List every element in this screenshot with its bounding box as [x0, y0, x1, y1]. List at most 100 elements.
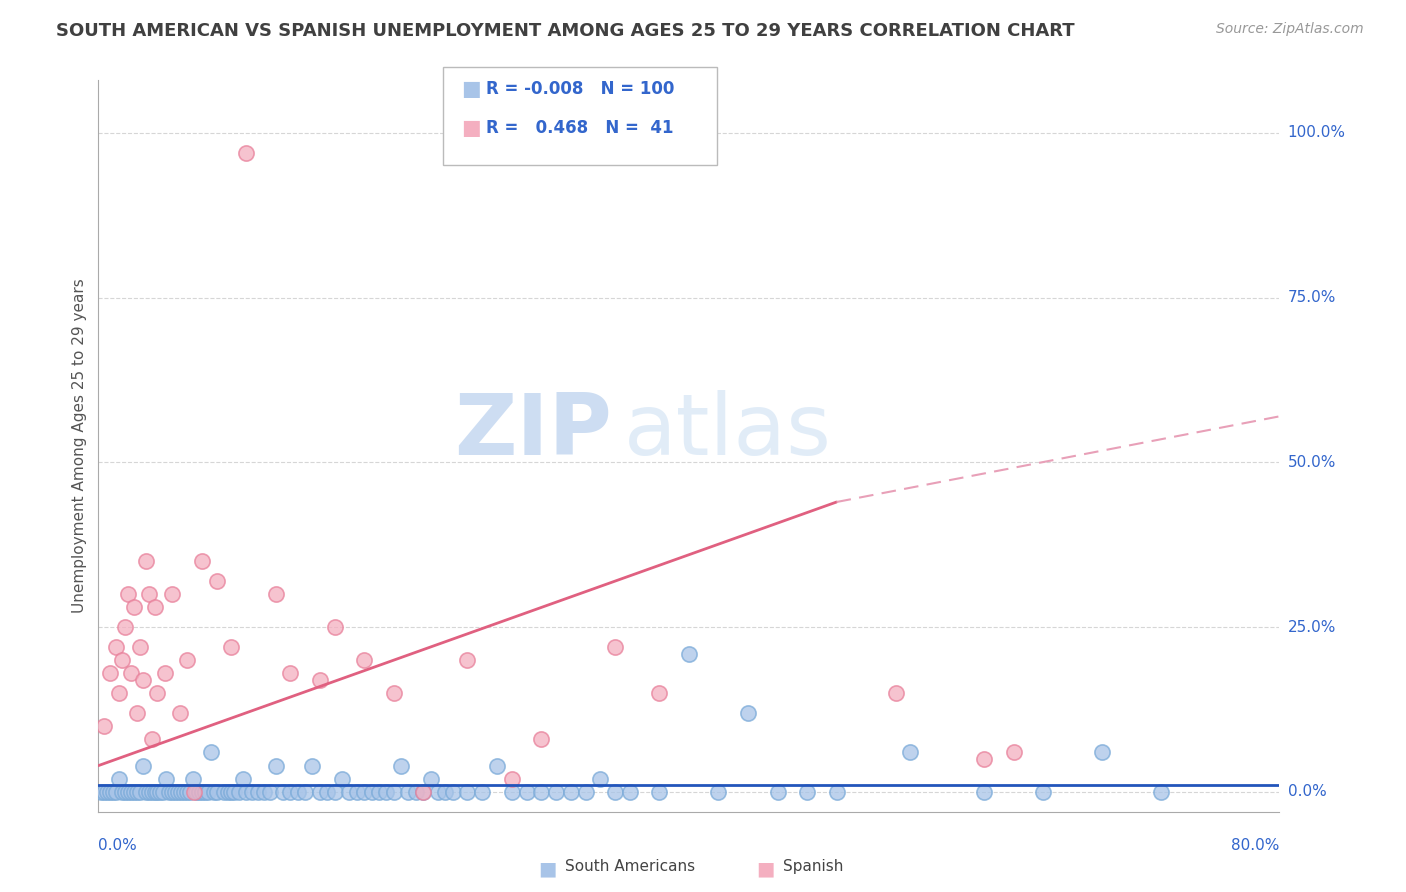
Point [973, 752, 995, 766]
Point [111, 785, 134, 799]
Point [191, 785, 214, 799]
Point [619, 785, 641, 799]
Text: ■: ■ [538, 859, 557, 879]
Point [152, 785, 174, 799]
Point [135, 554, 157, 568]
Point [253, 785, 276, 799]
Point [149, 785, 172, 799]
Point [162, 785, 183, 799]
Point [339, 785, 361, 799]
Point [441, 785, 464, 799]
Point [419, 772, 441, 786]
Point [316, 785, 339, 799]
Point [114, 785, 136, 799]
Text: South Americans: South Americans [565, 859, 695, 874]
Point [264, 587, 287, 601]
Point [1002, 746, 1025, 760]
Point [678, 647, 700, 661]
Point [412, 785, 434, 799]
Point [294, 785, 316, 799]
Point [205, 785, 228, 799]
Point [287, 785, 309, 799]
Point [323, 620, 346, 634]
Point [375, 785, 398, 799]
Point [648, 686, 671, 700]
Point [191, 554, 214, 568]
Point [132, 673, 155, 687]
Point [176, 653, 198, 667]
Point [501, 785, 523, 799]
Point [103, 785, 125, 799]
Point [183, 785, 205, 799]
Point [501, 772, 523, 786]
Point [157, 785, 180, 799]
Point [546, 785, 568, 799]
Point [224, 785, 246, 799]
Point [382, 785, 405, 799]
Point [766, 785, 789, 799]
Point [1150, 785, 1173, 799]
Point [457, 785, 479, 799]
Point [93, 785, 115, 799]
Point [173, 785, 195, 799]
Point [146, 686, 169, 700]
Point [900, 746, 922, 760]
Point [368, 785, 391, 799]
Point [235, 145, 257, 160]
Point [235, 785, 257, 799]
Point [259, 785, 281, 799]
Point [132, 758, 155, 772]
Point [93, 719, 115, 733]
Point [530, 785, 553, 799]
Point [309, 673, 332, 687]
Point [146, 785, 169, 799]
Point [973, 785, 995, 799]
Text: 75.0%: 75.0% [1288, 290, 1336, 305]
Point [170, 785, 193, 799]
Point [200, 746, 222, 760]
Text: R = -0.008   N = 100: R = -0.008 N = 100 [486, 80, 675, 98]
Point [128, 640, 150, 654]
Point [346, 785, 368, 799]
Point [179, 785, 201, 799]
Point [382, 686, 405, 700]
Point [105, 785, 128, 799]
Point [138, 587, 160, 601]
Point [232, 772, 254, 786]
Point [176, 785, 198, 799]
Text: 80.0%: 80.0% [1232, 838, 1279, 853]
Point [167, 785, 190, 799]
Point [128, 785, 150, 799]
Point [398, 785, 420, 799]
Point [187, 785, 209, 799]
Point [98, 785, 121, 799]
Text: 50.0%: 50.0% [1288, 455, 1336, 470]
Point [271, 785, 294, 799]
Point [205, 574, 228, 588]
Point [165, 785, 187, 799]
Point [228, 785, 250, 799]
Text: ZIP: ZIP [454, 390, 612, 473]
Point [707, 785, 730, 799]
Point [90, 785, 112, 799]
Point [153, 666, 176, 681]
Point [530, 732, 553, 747]
Text: SOUTH AMERICAN VS SPANISH UNEMPLOYMENT AMONG AGES 25 TO 29 YEARS CORRELATION CHA: SOUTH AMERICAN VS SPANISH UNEMPLOYMENT A… [56, 22, 1074, 40]
Point [221, 640, 243, 654]
Text: Spanish: Spanish [783, 859, 844, 874]
Point [457, 653, 479, 667]
Point [737, 706, 759, 720]
Point [240, 785, 263, 799]
Point [353, 653, 375, 667]
Point [96, 785, 118, 799]
Point [605, 785, 627, 799]
Point [560, 785, 582, 799]
Point [330, 772, 353, 786]
Y-axis label: Unemployment Among Ages 25 to 29 years: Unemployment Among Ages 25 to 29 years [72, 278, 87, 614]
Point [169, 706, 191, 720]
Point [120, 785, 142, 799]
Point [471, 785, 494, 799]
Text: 0.0%: 0.0% [98, 838, 138, 853]
Point [360, 785, 382, 799]
Point [138, 785, 160, 799]
